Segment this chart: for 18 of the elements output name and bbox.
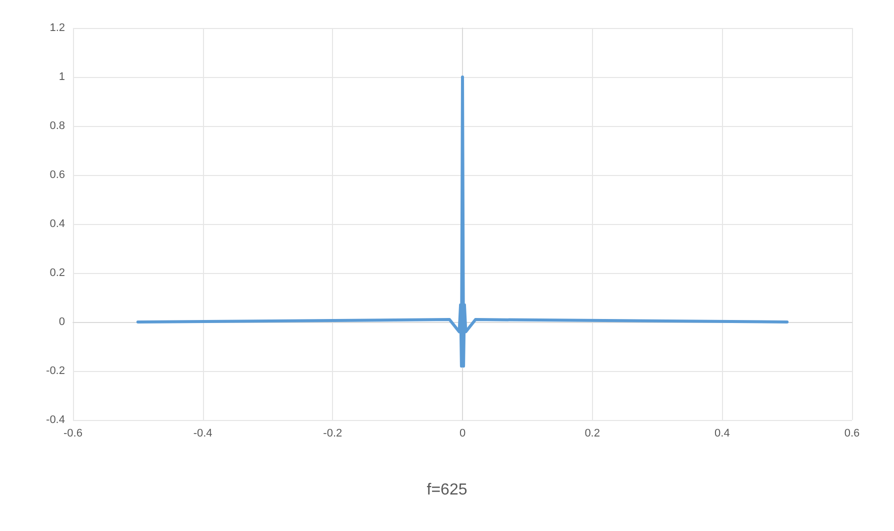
x-tick-label: -0.4 bbox=[193, 428, 212, 440]
x-tick-label: 0.4 bbox=[714, 428, 730, 440]
y-tick-label: 0.8 bbox=[50, 120, 65, 132]
y-tick-label: 0.4 bbox=[50, 218, 65, 230]
x-tick-label: -0.2 bbox=[323, 428, 342, 440]
y-tick-label: -0.4 bbox=[46, 414, 65, 426]
y-tick-label: 1.2 bbox=[50, 22, 65, 34]
y-tick-label: 1 bbox=[58, 71, 65, 83]
x-tick-label: 0 bbox=[459, 428, 466, 440]
y-tick-label: 0.2 bbox=[50, 267, 65, 279]
x-tick-label: -0.6 bbox=[64, 428, 82, 440]
y-tick-label: -0.2 bbox=[46, 365, 65, 377]
y-tick-label: 0 bbox=[58, 316, 65, 328]
line-series bbox=[136, 76, 789, 368]
text: f=625 bbox=[426, 482, 468, 498]
x-tick-label: 0.2 bbox=[584, 428, 600, 440]
x-tick-label: 0.6 bbox=[844, 428, 860, 440]
y-tick-label: 0.6 bbox=[50, 169, 65, 181]
